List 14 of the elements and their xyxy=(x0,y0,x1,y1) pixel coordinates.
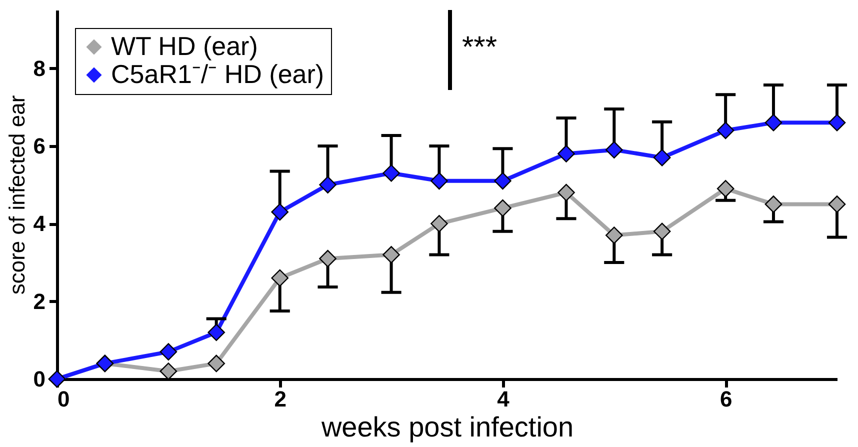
x-tick-label: 6 xyxy=(720,386,732,412)
y-tick-label: 4 xyxy=(33,211,46,236)
x-axis-title: weeks post infection xyxy=(320,412,574,442)
legend-label: C5aR1⁻/⁻ HD (ear) xyxy=(111,59,324,89)
x-tick-label: 0 xyxy=(58,386,70,412)
annotation: *** xyxy=(462,31,498,64)
y-tick-label: 0 xyxy=(33,366,46,392)
y-tick-label: 8 xyxy=(33,56,46,81)
x-tick-label: 4 xyxy=(497,386,510,412)
legend-label: WT HD (ear) xyxy=(111,31,258,61)
x-tick-label: 2 xyxy=(274,386,286,412)
y-axis-title: score of infected ear xyxy=(4,95,30,295)
y-tick-label: 6 xyxy=(33,133,46,158)
y-tick-label: 2 xyxy=(33,288,46,314)
